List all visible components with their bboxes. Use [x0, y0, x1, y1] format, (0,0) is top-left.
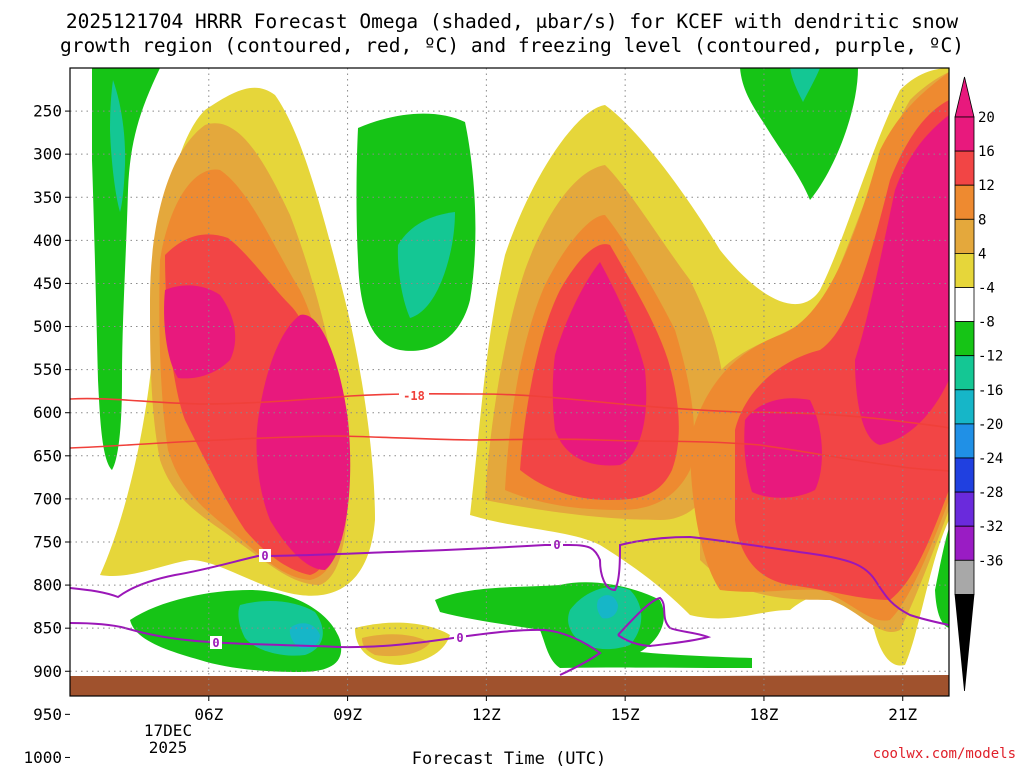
y-tick-label: 500 — [33, 317, 62, 336]
colorbar-bottom-arrow — [954, 594, 975, 692]
y-tick-label: 400 — [33, 231, 62, 250]
green-region-far-east — [935, 528, 949, 628]
colorbar-label: -28 — [978, 485, 1003, 501]
colorbar-segment — [954, 457, 975, 493]
plot-frame — [69, 67, 950, 697]
terrain-ridge — [70, 675, 949, 696]
teal-region-mid — [397, 212, 455, 318]
y-tick-label: 850 — [33, 619, 62, 638]
colorbar-label: -32 — [978, 519, 1003, 535]
y-tick-label: 650 — [33, 446, 62, 465]
colorbar-segment — [954, 491, 975, 527]
omega-band-minus-12-minus-16 — [289, 595, 618, 649]
plot-content: -18 0 0 0 0 — [70, 68, 949, 696]
dendritic-contours — [70, 393, 949, 472]
y-tick-label: 600 — [33, 403, 62, 422]
dendritic-label-background — [399, 389, 429, 403]
chart-title-line2: growth region (contoured, red, ºC) and f… — [60, 34, 964, 57]
magenta-core-21z — [855, 115, 949, 445]
chart-title-line1: 2025121704 HRRR Forecast Omega (shaded, … — [66, 10, 958, 33]
credit-text: coolwx.com/models — [873, 746, 1016, 762]
colorbar-segment — [954, 218, 975, 254]
y-axis: 250 300 350 400 450 500 550 600 650 700 750 800 850 9… — [23, 102, 70, 767]
colorbar-label: -16 — [978, 383, 1003, 399]
freezing-label-background-3 — [210, 636, 222, 649]
colorbar-segment — [954, 321, 975, 357]
colorbar-segment — [954, 423, 975, 459]
colorbar-label: -8 — [978, 315, 995, 331]
colorbar-label: 12 — [978, 178, 995, 194]
colorbar-label: 8 — [978, 212, 986, 228]
y-tick-label: 900 — [33, 662, 62, 681]
y-tick-label: 300 — [33, 145, 62, 164]
freezing-level-lower — [70, 622, 602, 676]
freezing-label-background-2 — [551, 538, 563, 551]
freezing-contour-label: 0 — [553, 538, 560, 552]
x-tick-label: 18Z — [749, 705, 778, 724]
magenta-core-15z — [552, 262, 647, 466]
colorbar-segment — [954, 355, 975, 391]
freezing-level-contours — [70, 535, 949, 676]
freezing-level-upper — [70, 535, 949, 626]
dendritic-contour-label: -18 — [403, 389, 425, 403]
dendritic-contour-lower — [70, 435, 949, 472]
magenta-core-06z — [164, 285, 236, 379]
dendritic-contour-upper — [70, 393, 949, 429]
freezing-label-background-4 — [454, 631, 466, 644]
colorbar-label: 20 — [978, 110, 995, 126]
x-axis: 06Z 09Z 12Z 15Z 18Z 21Z — [194, 696, 918, 724]
x-tick-label: 06Z — [194, 705, 223, 724]
freezing-contour-label: 0 — [456, 631, 463, 645]
green-region-ne — [740, 68, 858, 200]
colorbar-segment — [954, 525, 975, 561]
y-tick-label: 450 — [33, 274, 62, 293]
y-tick-label: 750 — [33, 532, 62, 551]
colorbar-label: -20 — [978, 417, 1003, 433]
y-tick-label: 250 — [33, 102, 62, 121]
y-tick-label: 700 — [33, 489, 62, 508]
teal-region-nw — [110, 80, 126, 212]
colorbar-label: -4 — [978, 281, 995, 297]
colorbar-label: -12 — [978, 349, 1003, 365]
colorbar: 20 16 12 8 4 -4 -8 -12 -16 -20 -24 -28 -32 -36 — [954, 76, 1003, 692]
colorbar-label: -36 — [978, 553, 1003, 569]
freezing-label-group: 0 0 0 0 — [210, 538, 563, 650]
colorbar-segment — [954, 287, 975, 322]
cyan-region-9z — [289, 623, 320, 649]
y-tick-label: 350 — [33, 188, 62, 207]
colorbar-segment — [954, 150, 975, 186]
colorbar-label: 16 — [978, 144, 995, 160]
colorbar-segment — [954, 559, 975, 595]
colorbar-segment — [954, 252, 975, 288]
x-tick-label: 09Z — [333, 705, 362, 724]
freezing-contour-label: 0 — [261, 549, 268, 563]
colorbar-label: -24 — [978, 451, 1003, 467]
y-tick-label: 800 — [33, 576, 62, 595]
colorbar-segment — [954, 184, 975, 220]
dendritic-label-group: -18 — [399, 389, 429, 403]
x-tick-label: 21Z — [888, 705, 917, 724]
freezing-contour-label: 0 — [212, 636, 219, 650]
colorbar-segment — [954, 116, 975, 152]
x-tick-label: 12Z — [472, 705, 501, 724]
colorbar-label: 4 — [978, 246, 986, 262]
y-tick-label: 950 — [33, 705, 62, 724]
x-tick-label: 15Z — [611, 705, 640, 724]
grid-lines — [70, 68, 949, 696]
teal-region-ne — [790, 68, 820, 102]
colorbar-segment — [954, 389, 975, 425]
colorbar-top-arrow — [954, 76, 975, 118]
y-tick-label: 550 — [33, 360, 62, 379]
magenta-core-9z — [256, 314, 351, 570]
omega-band-minus-8-minus-12 — [110, 68, 820, 656]
freezing-label-background-1 — [259, 549, 271, 562]
date-label-day: 17DEC — [144, 721, 192, 740]
cyan-region-15z — [597, 595, 618, 619]
date-label-year: 2025 — [149, 738, 188, 757]
y-tick-label: 1000 — [23, 748, 62, 767]
omega-band-above-20 — [164, 115, 949, 570]
freezing-level-loop — [617, 596, 712, 648]
x-axis-label: Forecast Time (UTC) — [412, 749, 606, 768]
